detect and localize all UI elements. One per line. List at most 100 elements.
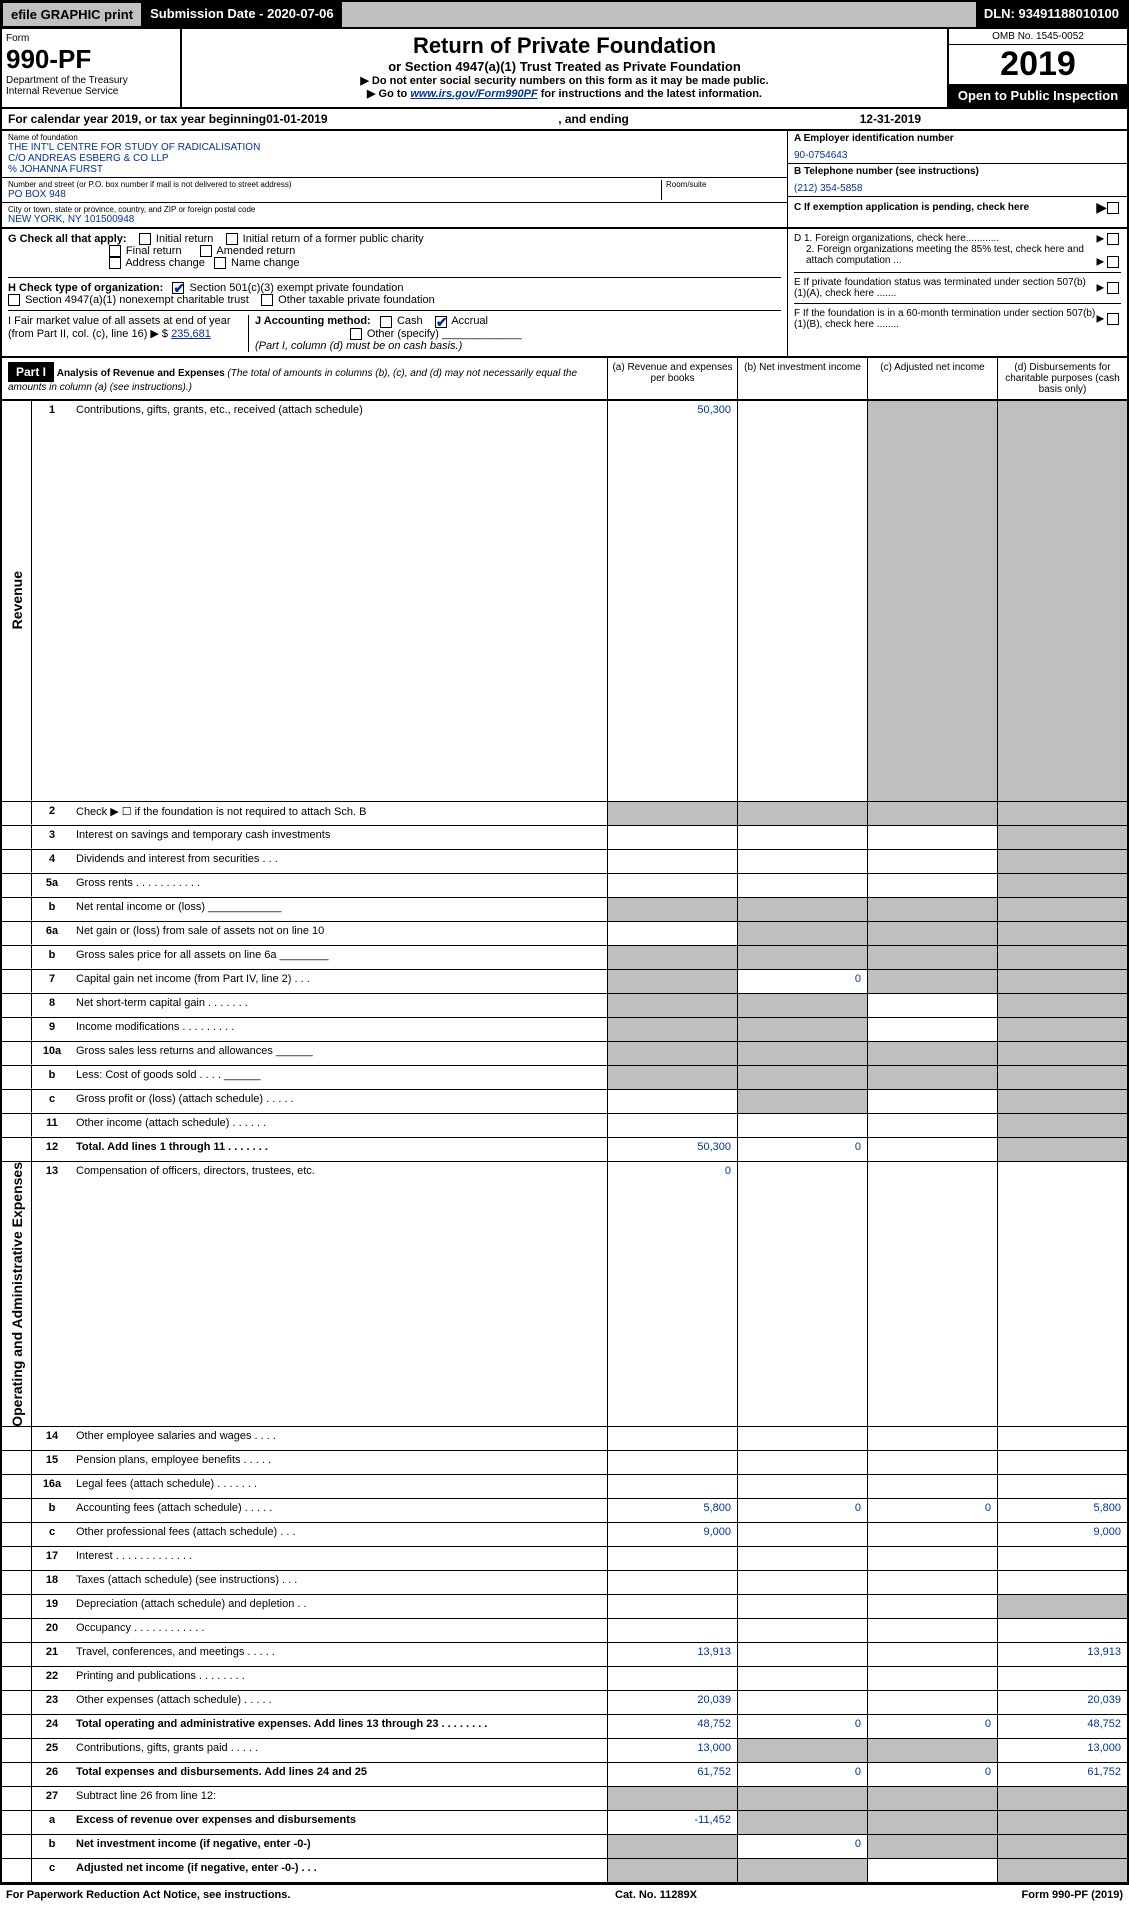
row-number: 1 xyxy=(32,401,72,801)
cell xyxy=(997,826,1127,849)
cell xyxy=(607,970,737,993)
d1-checkbox[interactable] xyxy=(1107,233,1119,245)
g-initial-former-checkbox[interactable] xyxy=(226,233,238,245)
side-cell xyxy=(2,850,32,873)
row-label: Dividends and interest from securities .… xyxy=(72,850,607,873)
j-other-checkbox[interactable] xyxy=(350,328,362,340)
cell xyxy=(867,1042,997,1065)
cell xyxy=(997,1667,1127,1690)
row-number: 2 xyxy=(32,802,72,825)
cell xyxy=(607,826,737,849)
side-cell xyxy=(2,1018,32,1041)
side-cell xyxy=(2,802,32,825)
cell xyxy=(607,1835,737,1858)
cell xyxy=(867,1619,997,1642)
table-row: 20Occupancy . . . . . . . . . . . . xyxy=(2,1619,1127,1643)
j-cash-checkbox[interactable] xyxy=(380,316,392,328)
part1-title: Analysis of Revenue and Expenses xyxy=(57,368,225,379)
g-amended-checkbox[interactable] xyxy=(200,245,212,257)
side-cell xyxy=(2,1475,32,1498)
cell: 13,913 xyxy=(997,1643,1127,1666)
f-checkbox[interactable] xyxy=(1107,313,1119,325)
irs-link[interactable]: www.irs.gov/Form990PF xyxy=(410,88,537,100)
form-word: Form xyxy=(6,33,176,44)
g-opt0: Initial return xyxy=(156,233,213,245)
cell xyxy=(737,802,867,825)
cell xyxy=(607,1114,737,1137)
info-right: A Employer identification number 90-0754… xyxy=(787,131,1127,227)
g-address-checkbox[interactable] xyxy=(109,257,121,269)
side-cell xyxy=(2,1595,32,1618)
cell xyxy=(997,898,1127,921)
h-label: H Check type of organization: xyxy=(8,282,163,294)
calendar-year-row: For calendar year 2019, or tax year begi… xyxy=(0,109,1129,131)
efile-print-button[interactable]: efile GRAPHIC print xyxy=(2,2,142,27)
row-number: 20 xyxy=(32,1619,72,1642)
row-label: Depreciation (attach schedule) and deple… xyxy=(72,1595,607,1618)
g-name-checkbox[interactable] xyxy=(214,257,226,269)
e-checkbox[interactable] xyxy=(1107,282,1119,294)
cell xyxy=(607,1427,737,1450)
cell xyxy=(867,1547,997,1570)
side-cell xyxy=(2,1811,32,1834)
cell: 9,000 xyxy=(607,1523,737,1546)
row-label: Net short-term capital gain . . . . . . … xyxy=(72,994,607,1017)
ssn-warning: ▶ Do not enter social security numbers o… xyxy=(192,74,937,87)
row-label: Net gain or (loss) from sale of assets n… xyxy=(72,922,607,945)
cell xyxy=(867,1571,997,1594)
cal-pre: For calendar year 2019, or tax year begi… xyxy=(8,112,266,126)
goto-pre: ▶ Go to xyxy=(367,88,410,100)
row-number: 15 xyxy=(32,1451,72,1474)
row-number: 24 xyxy=(32,1715,72,1738)
d2-checkbox[interactable] xyxy=(1107,256,1119,268)
phone-cell: B Telephone number (see instructions) (2… xyxy=(788,164,1127,197)
row-label: Subtract line 26 from line 12: xyxy=(72,1787,607,1810)
exemption-checkbox[interactable] xyxy=(1107,202,1119,214)
cell: 13,913 xyxy=(607,1643,737,1666)
part1-header-row: Part I Analysis of Revenue and Expenses … xyxy=(0,358,1129,401)
cell xyxy=(867,850,997,873)
cell xyxy=(607,922,737,945)
h-other-checkbox[interactable] xyxy=(261,294,273,306)
h-501c3-checkbox[interactable] xyxy=(172,282,184,294)
d1-label: D 1. Foreign organizations, check here..… xyxy=(794,233,1097,244)
h-4947-checkbox[interactable] xyxy=(8,294,20,306)
open-inspection: Open to Public Inspection xyxy=(949,84,1127,107)
row-number: 5a xyxy=(32,874,72,897)
cell xyxy=(607,1859,737,1882)
side-cell xyxy=(2,1499,32,1522)
j-accrual-checkbox[interactable] xyxy=(435,316,447,328)
cell xyxy=(607,1475,737,1498)
cell xyxy=(737,1523,867,1546)
row-number: b xyxy=(32,898,72,921)
side-cell xyxy=(2,826,32,849)
row-label: Travel, conferences, and meetings . . . … xyxy=(72,1643,607,1666)
cell xyxy=(737,1066,867,1089)
cell xyxy=(737,1042,867,1065)
row-number: c xyxy=(32,1859,72,1882)
cell xyxy=(737,1811,867,1834)
g-final-checkbox[interactable] xyxy=(109,245,121,257)
cell xyxy=(997,401,1127,801)
cell xyxy=(867,1138,997,1161)
cell xyxy=(867,401,997,801)
side-cell xyxy=(2,946,32,969)
cell xyxy=(737,826,867,849)
table-row: 19Depreciation (attach schedule) and dep… xyxy=(2,1595,1127,1619)
arrow-icon: ▶ xyxy=(1096,199,1107,216)
cell xyxy=(997,1162,1127,1427)
addr-val: PO BOX 948 xyxy=(8,189,661,200)
table-row: 22Printing and publications . . . . . . … xyxy=(2,1667,1127,1691)
form-number: 990-PF xyxy=(6,44,176,75)
cell: 9,000 xyxy=(997,1523,1127,1546)
cell xyxy=(737,946,867,969)
table-row: bGross sales price for all assets on lin… xyxy=(2,946,1127,970)
side-cell xyxy=(2,1859,32,1882)
g-label: G Check all that apply: xyxy=(8,233,127,245)
row-label: Total expenses and disbursements. Add li… xyxy=(72,1763,607,1786)
g-initial-checkbox[interactable] xyxy=(139,233,151,245)
top-bar: efile GRAPHIC print Submission Date - 20… xyxy=(0,0,1129,29)
table-row: 26Total expenses and disbursements. Add … xyxy=(2,1763,1127,1787)
row-number: 8 xyxy=(32,994,72,1017)
row-number: 21 xyxy=(32,1643,72,1666)
